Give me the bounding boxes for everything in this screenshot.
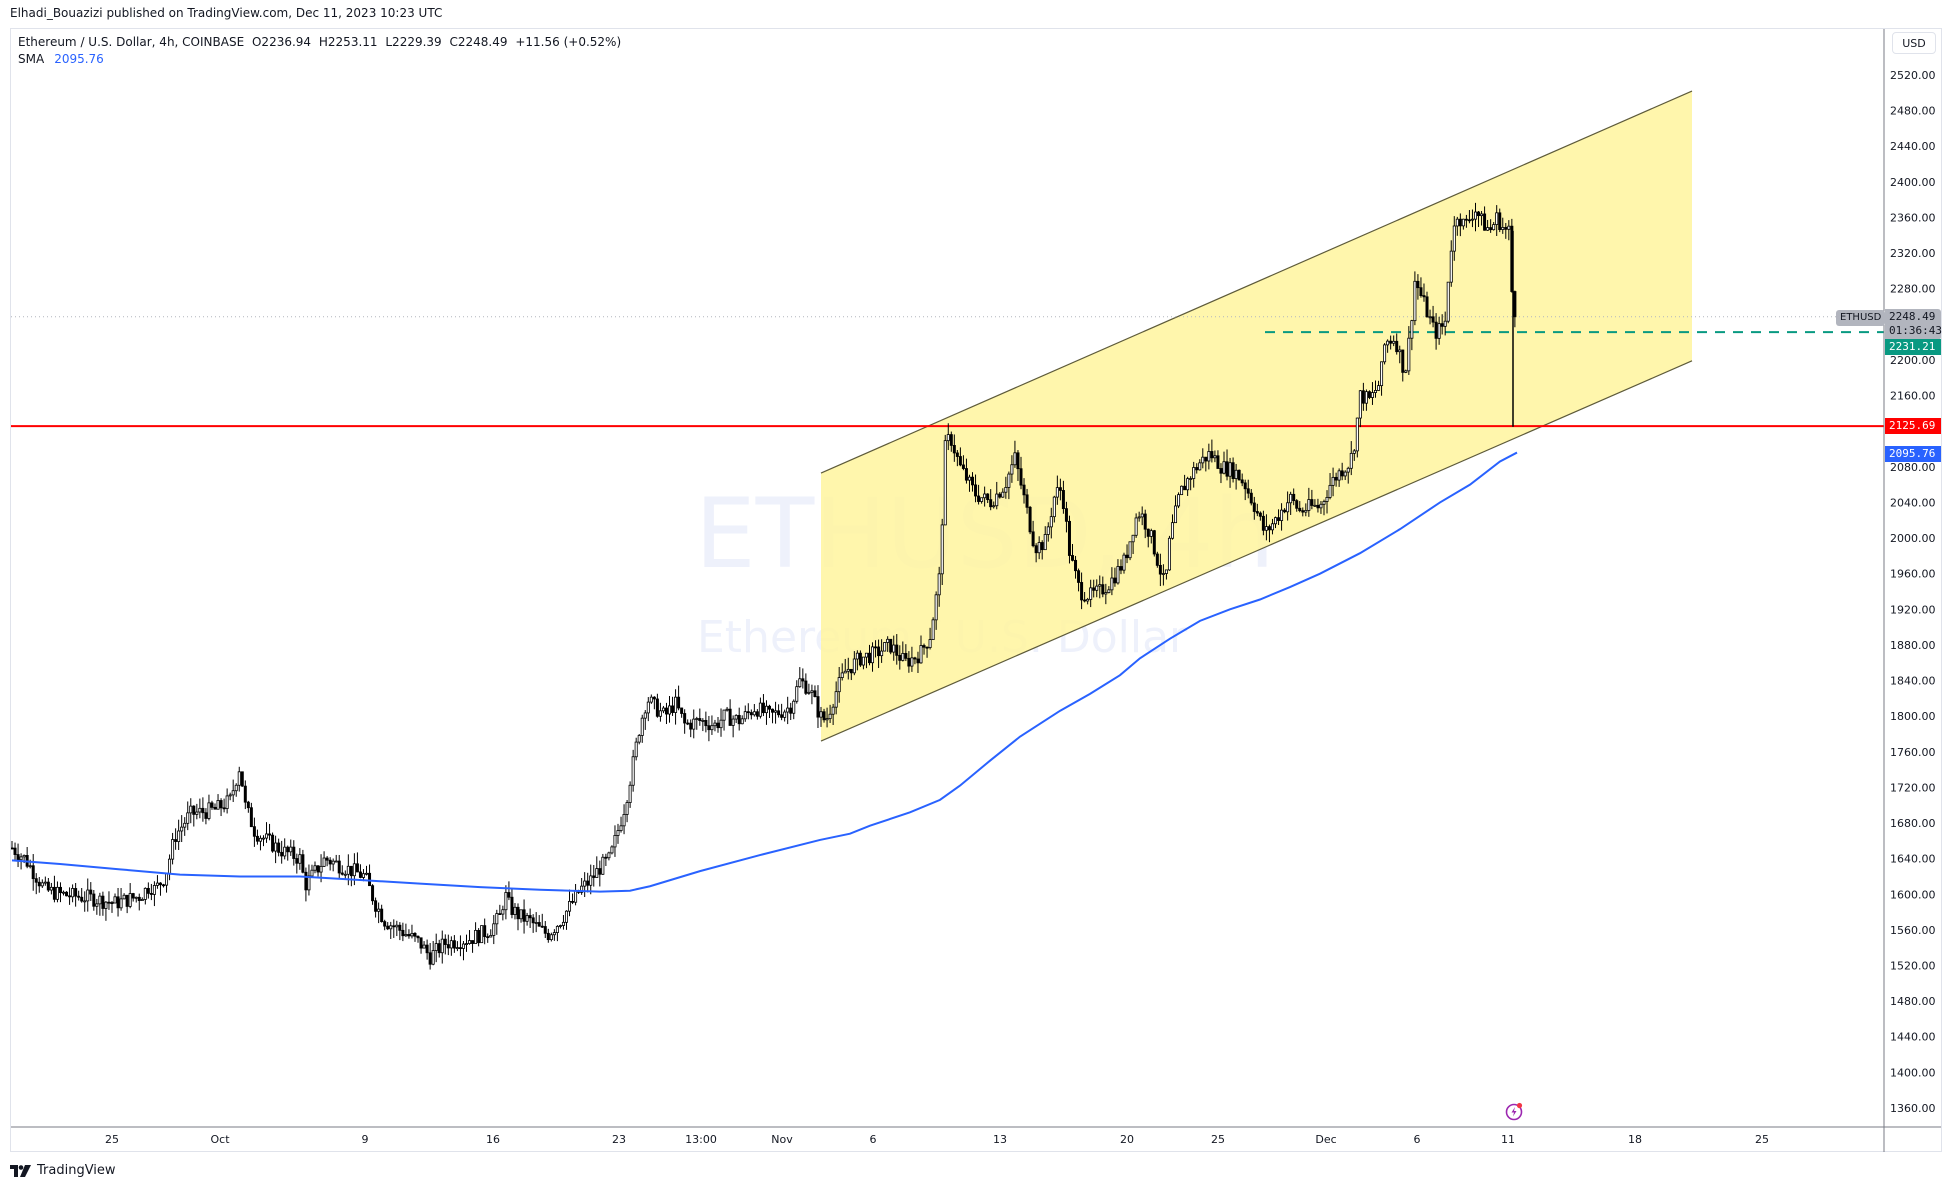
green-line-price-tag: 2231.21 [1885,339,1941,355]
price-tick: 1960.00 [1890,568,1936,581]
candles [11,202,1517,970]
ohlc-high: H2253.11 [318,35,378,49]
price-tick: 1880.00 [1890,639,1936,652]
price-tick: 2200.00 [1890,354,1936,367]
symbol-row: Ethereum / U.S. Dollar, 4h, COINBASE O22… [18,34,625,51]
price-tick: 2440.00 [1890,140,1936,153]
time-tick: 18 [1628,1133,1642,1146]
chart-frame [10,28,1942,1152]
currency-button[interactable]: USD [1892,32,1936,54]
time-tick: Oct [210,1133,230,1146]
price-tick: 1920.00 [1890,603,1936,616]
ohlc-open: O2236.94 [251,35,312,49]
price-tick: 1560.00 [1890,924,1936,937]
time-tick: 25 [105,1133,119,1146]
ohlc-change: +11.56 (+0.52%) [515,35,622,49]
time-tick: 16 [486,1133,500,1146]
parallel-channel[interactable] [821,91,1692,742]
time-tick: 9 [362,1133,369,1146]
time-tick: 6 [1414,1133,1421,1146]
tradingview-mark-icon [10,1164,31,1177]
price-tick: 1840.00 [1890,675,1936,688]
lightning-alert-icon[interactable] [1504,1101,1524,1121]
price-tick: 2280.00 [1890,283,1936,296]
price-tick: 2040.00 [1890,496,1936,509]
sma-label[interactable]: SMA [18,52,45,66]
sma-value: 2095.76 [54,52,104,66]
price-tick: 1400.00 [1890,1066,1936,1079]
time-tick: Dec [1315,1133,1336,1146]
price-tick: 1600.00 [1890,888,1936,901]
price-tick: 2360.00 [1890,211,1936,224]
price-tick: 2080.00 [1890,461,1936,474]
price-tick: 1720.00 [1890,781,1936,794]
channel-upper-line[interactable] [820,90,1693,474]
red-line-price-tag: 2125.69 [1885,418,1941,434]
price-tick: 2320.00 [1890,247,1936,260]
price-tick: 2520.00 [1890,69,1936,82]
price-tick: 1360.00 [1890,1102,1936,1115]
price-tick: 2480.00 [1890,105,1936,118]
channel-lower-line[interactable] [820,360,1693,742]
time-tick: 20 [1120,1133,1134,1146]
time-tick: 25 [1211,1133,1225,1146]
price-tick: 2160.00 [1890,390,1936,403]
price-tick: 2400.00 [1890,176,1936,189]
sma-row: SMA 2095.76 [18,51,625,68]
time-tick: 13:00 [685,1133,717,1146]
time-tick: Nov [771,1133,793,1146]
price-tick: 1760.00 [1890,746,1936,759]
time-tick: 25 [1755,1133,1769,1146]
price-tick: 1800.00 [1890,710,1936,723]
time-tick: 13 [993,1133,1007,1146]
tradingview-logo[interactable]: TradingView [10,1163,116,1178]
last-price-tag: 2248.49 01:36:43 [1885,309,1942,340]
bar-countdown: 01:36:43 [1889,324,1942,337]
ohlc-low: L2229.39 [385,35,442,49]
tradingview-brand: TradingView [37,1163,116,1178]
last-price-value: 2248.49 [1889,310,1936,323]
price-tick: 1440.00 [1890,1031,1936,1044]
price-tick: 1680.00 [1890,817,1936,830]
time-tick: 6 [870,1133,877,1146]
price-tick: 1520.00 [1890,960,1936,973]
time-tick: 23 [612,1133,626,1146]
price-tick: 1480.00 [1890,995,1936,1008]
symbol-price-tag: ETHUSD [1836,310,1886,326]
price-axis[interactable]: 2520.00 2480.00 2440.00 2400.00 2360.00 2320.… [1890,69,1936,1115]
price-tick: 1640.00 [1890,853,1936,866]
time-axis[interactable]: 25 Oct 9 16 23 13:00 Nov 6 13 20 25 Dec 6 11 18 25 [105,1133,1769,1146]
published-caption: Elhadi_Bouazizi published on TradingView… [10,6,443,20]
sma-price-tag: 2095.76 [1885,446,1941,462]
time-tick: 11 [1501,1133,1515,1146]
symbol-description[interactable]: Ethereum / U.S. Dollar, 4h, COINBASE [18,35,245,49]
sma-line[interactable] [11,451,1518,893]
ohlc-close: C2248.49 [449,35,508,49]
price-tick: 2000.00 [1890,532,1936,545]
chart-legend: Ethereum / U.S. Dollar, 4h, COINBASE O22… [18,34,625,68]
